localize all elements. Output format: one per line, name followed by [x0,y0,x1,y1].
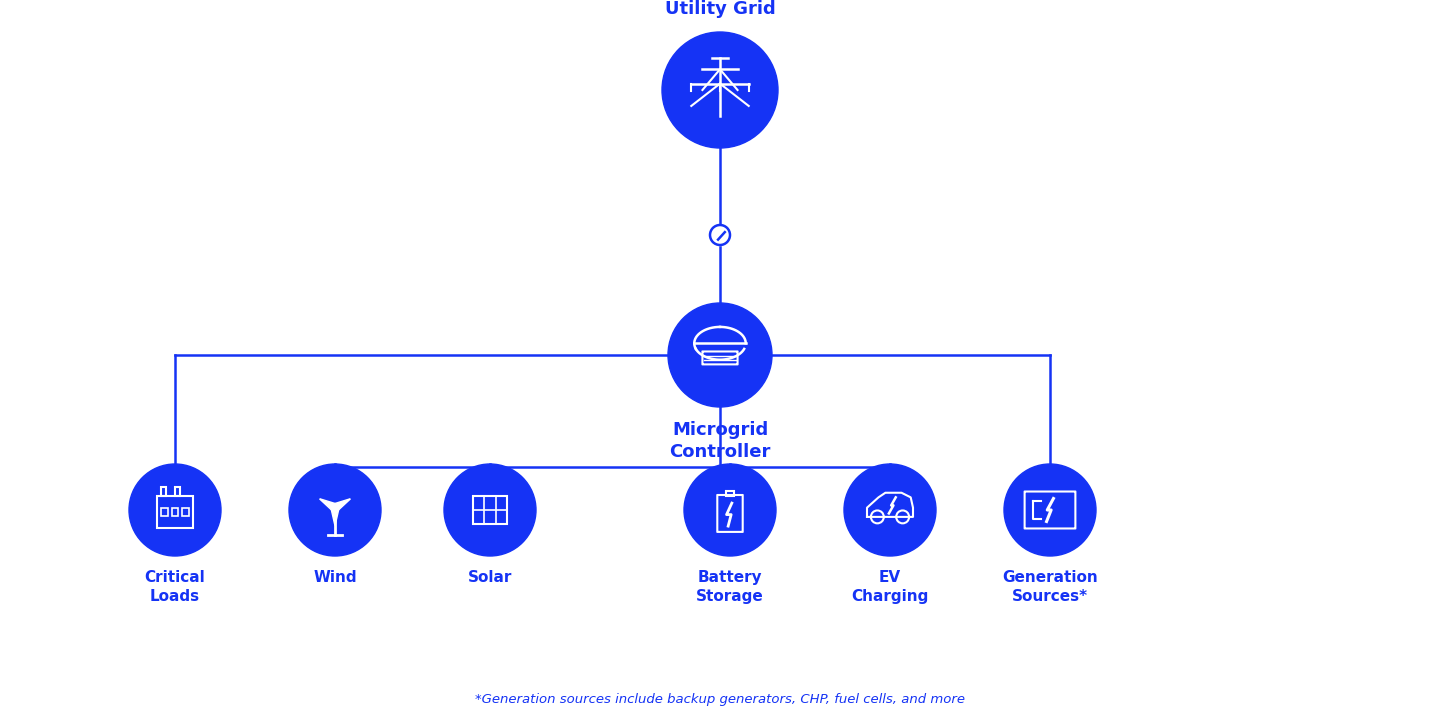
Text: Critical
Loads: Critical Loads [144,570,206,603]
Text: Utility Grid: Utility Grid [665,0,775,18]
Bar [472,496,507,523]
Bar [181,508,189,516]
Polygon shape [333,499,350,511]
Bar [161,487,166,496]
Text: Microgrid
Controller: Microgrid Controller [670,421,770,462]
Bar [171,508,179,516]
Text: Generation
Sources*: Generation Sources* [1002,570,1097,603]
Circle shape [684,464,776,556]
Polygon shape [331,508,340,525]
Circle shape [668,303,772,407]
Circle shape [289,464,382,556]
Circle shape [444,464,536,556]
Circle shape [662,32,778,148]
Bar [174,487,180,496]
Circle shape [710,225,730,245]
Circle shape [844,464,936,556]
Circle shape [130,464,220,556]
Text: Wind: Wind [312,570,357,585]
Text: EV
Charging: EV Charging [851,570,929,603]
Bar [726,491,734,495]
Polygon shape [320,499,337,511]
Bar [157,496,193,528]
Circle shape [333,505,338,510]
Text: *Generation sources include backup generators, CHP, fuel cells, and more: *Generation sources include backup gener… [475,693,965,706]
Bar [161,508,168,516]
Text: Battery
Storage: Battery Storage [696,570,763,603]
Circle shape [1004,464,1096,556]
Text: Solar: Solar [468,570,513,585]
